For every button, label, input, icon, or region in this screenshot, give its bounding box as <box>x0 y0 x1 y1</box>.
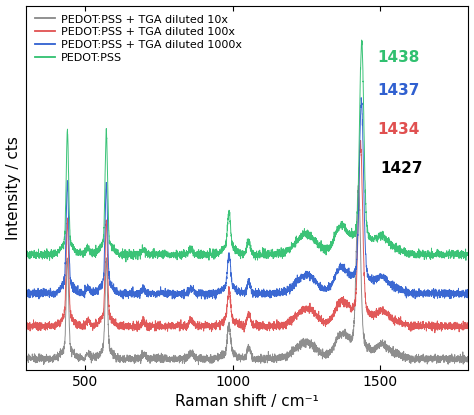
Text: 1434: 1434 <box>377 122 419 137</box>
Text: 1437: 1437 <box>377 83 419 98</box>
Y-axis label: Intensity / cts: Intensity / cts <box>6 136 20 240</box>
Text: 1427: 1427 <box>380 161 422 176</box>
X-axis label: Raman shift / cm⁻¹: Raman shift / cm⁻¹ <box>175 394 319 410</box>
Text: 1438: 1438 <box>377 50 419 65</box>
Legend: PEDOT:PSS + TGA diluted 10x, PEDOT:PSS + TGA diluted 100x, PEDOT:PSS + TGA dilut: PEDOT:PSS + TGA diluted 10x, PEDOT:PSS +… <box>32 11 245 66</box>
